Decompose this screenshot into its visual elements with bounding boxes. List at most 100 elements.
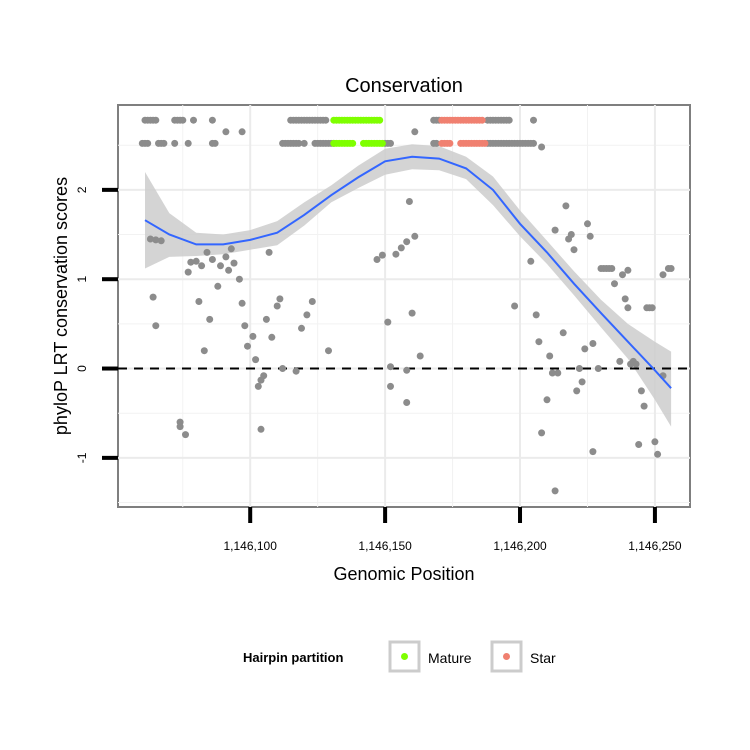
point-other bbox=[187, 258, 195, 266]
point-other bbox=[227, 245, 235, 253]
point-other bbox=[403, 366, 411, 374]
point-other bbox=[416, 352, 424, 360]
point-other bbox=[667, 265, 675, 272]
point-other bbox=[575, 365, 583, 372]
point-other bbox=[157, 237, 165, 245]
point-other bbox=[295, 139, 303, 147]
point-other bbox=[182, 431, 189, 439]
point-other bbox=[252, 356, 260, 364]
point-other bbox=[222, 253, 230, 261]
point-other bbox=[411, 128, 419, 136]
point-other bbox=[405, 198, 413, 205]
point-other bbox=[322, 116, 330, 124]
point-other bbox=[257, 425, 265, 433]
x-tick-label: 1,146,150 bbox=[358, 539, 412, 553]
legend-swatch-mature bbox=[401, 653, 408, 660]
point-other bbox=[265, 248, 273, 256]
smooth-line bbox=[144, 155, 672, 389]
point-other bbox=[149, 293, 157, 301]
point-other bbox=[325, 347, 332, 355]
point-other bbox=[146, 235, 154, 243]
point-star bbox=[446, 139, 454, 147]
point-other bbox=[648, 304, 656, 312]
point-other bbox=[152, 322, 160, 330]
point-other bbox=[184, 139, 192, 147]
point-other bbox=[594, 365, 602, 372]
confidence-band bbox=[145, 144, 672, 427]
point-other bbox=[530, 116, 537, 124]
point-other bbox=[651, 438, 659, 446]
point-other bbox=[176, 423, 184, 431]
point-other bbox=[619, 271, 626, 279]
x-tick-label: 1,146,100 bbox=[224, 539, 278, 553]
point-other bbox=[640, 402, 648, 410]
point-other bbox=[611, 280, 618, 288]
point-other bbox=[203, 248, 211, 256]
point-other bbox=[214, 282, 222, 290]
point-other bbox=[403, 238, 411, 246]
point-other bbox=[551, 487, 559, 495]
point-other bbox=[589, 340, 597, 347]
point-other bbox=[554, 369, 562, 377]
confidence-band-area bbox=[145, 144, 672, 427]
point-other bbox=[241, 322, 249, 330]
point-other bbox=[273, 302, 281, 310]
point-other bbox=[249, 332, 257, 340]
point-other bbox=[538, 143, 546, 151]
point-other bbox=[308, 298, 316, 305]
y-tick-label: 1 bbox=[75, 276, 89, 283]
point-other bbox=[144, 139, 152, 147]
point-other bbox=[222, 128, 230, 136]
point-star bbox=[478, 116, 486, 124]
point-other bbox=[535, 338, 543, 346]
point-mature bbox=[376, 116, 384, 124]
point-other bbox=[548, 369, 556, 377]
point-other bbox=[254, 382, 262, 390]
point-other bbox=[235, 275, 243, 283]
legend-swatch-star bbox=[503, 653, 510, 660]
point-other bbox=[411, 232, 419, 240]
point-other bbox=[192, 257, 200, 265]
point-other bbox=[511, 302, 519, 310]
legend-title: Hairpin partition bbox=[243, 650, 343, 665]
point-other bbox=[551, 226, 559, 234]
point-other bbox=[637, 387, 645, 395]
point-other bbox=[378, 251, 386, 259]
point-other bbox=[198, 262, 206, 270]
point-other bbox=[292, 367, 300, 375]
point-other bbox=[217, 262, 224, 270]
legend-label-star: Star bbox=[530, 650, 556, 666]
point-other bbox=[298, 324, 305, 332]
point-other bbox=[200, 347, 208, 355]
x-tick-label: 1,146,200 bbox=[493, 539, 547, 553]
point-other bbox=[211, 139, 219, 147]
data-points bbox=[138, 116, 675, 495]
point-other bbox=[538, 429, 546, 437]
point-other bbox=[543, 396, 551, 404]
point-other bbox=[387, 139, 394, 147]
point-other bbox=[195, 298, 203, 305]
x-tick-label: 1,146,250 bbox=[628, 539, 682, 553]
point-other bbox=[632, 360, 640, 368]
y-axis-title: phyloP LRT conservation scores bbox=[51, 177, 71, 435]
point-other bbox=[179, 116, 187, 124]
point-other bbox=[300, 139, 308, 147]
point-other bbox=[562, 202, 570, 210]
point-mature bbox=[378, 139, 386, 147]
y-tick-label: 0 bbox=[75, 365, 89, 372]
point-other bbox=[573, 387, 581, 395]
point-other bbox=[624, 266, 632, 274]
y-tick-label: -1 bbox=[75, 452, 89, 463]
point-other bbox=[581, 345, 589, 353]
point-other bbox=[184, 268, 192, 276]
point-other bbox=[624, 304, 632, 312]
point-other bbox=[238, 299, 246, 307]
point-other bbox=[384, 318, 392, 326]
point-other bbox=[532, 311, 540, 319]
point-other bbox=[397, 244, 405, 252]
point-other bbox=[303, 311, 311, 319]
point-other bbox=[635, 441, 643, 448]
point-other bbox=[408, 309, 416, 317]
point-other bbox=[276, 295, 284, 303]
